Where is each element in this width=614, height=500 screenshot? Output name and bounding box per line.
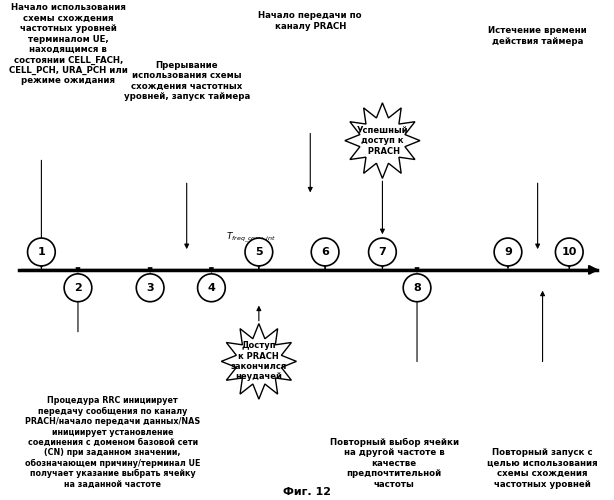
Text: Начало передачи по
каналу PRACH: Начало передачи по каналу PRACH: [258, 12, 362, 30]
Circle shape: [368, 238, 396, 266]
Text: Повторный запуск с
целью использования
схемы схождения
частотных уровней: Повторный запуск с целью использования с…: [488, 448, 598, 488]
Text: Доступ
к PRACH
закончился
неудачей: Доступ к PRACH закончился неудачей: [231, 342, 287, 382]
Circle shape: [198, 274, 225, 301]
Text: 6: 6: [321, 247, 329, 257]
Text: Процедура RRC инициирует
передачу сообщения по каналу
PRACH/начало передачи данн: Процедура RRC инициирует передачу сообще…: [25, 396, 200, 488]
Circle shape: [136, 274, 164, 301]
Text: 5: 5: [255, 247, 263, 257]
Text: Начало использования
схемы схождения
частотных уровней
терминалом UE,
находящимс: Начало использования схемы схождения час…: [9, 4, 128, 86]
Text: 2: 2: [74, 283, 82, 293]
Circle shape: [311, 238, 339, 266]
Text: Истечение времени
действия таймера: Истечение времени действия таймера: [488, 26, 587, 46]
Text: $T_{freq\_conv\_int}$: $T_{freq\_conv\_int}$: [226, 230, 276, 245]
Text: 1: 1: [37, 247, 45, 257]
Polygon shape: [345, 103, 420, 178]
Text: Успешный
доступ к
 PRACH: Успешный доступ к PRACH: [357, 126, 408, 156]
Circle shape: [556, 238, 583, 266]
Text: Фиг. 12: Фиг. 12: [283, 486, 332, 496]
Text: 4: 4: [208, 283, 216, 293]
Circle shape: [28, 238, 55, 266]
Text: 9: 9: [504, 247, 512, 257]
Text: Прерывание
использования схемы
схождения частотных
уровней, запуск таймера: Прерывание использования схемы схождения…: [123, 61, 250, 102]
Circle shape: [403, 274, 431, 301]
Text: Повторный выбор ячейки
на другой частоте в
качестве
предпочтительной
частоты: Повторный выбор ячейки на другой частоте…: [330, 438, 459, 488]
Text: 3: 3: [146, 283, 154, 293]
Circle shape: [64, 274, 92, 301]
Circle shape: [494, 238, 522, 266]
Text: 7: 7: [379, 247, 386, 257]
Polygon shape: [221, 324, 297, 399]
Text: 8: 8: [413, 283, 421, 293]
Circle shape: [245, 238, 273, 266]
Text: 10: 10: [562, 247, 577, 257]
